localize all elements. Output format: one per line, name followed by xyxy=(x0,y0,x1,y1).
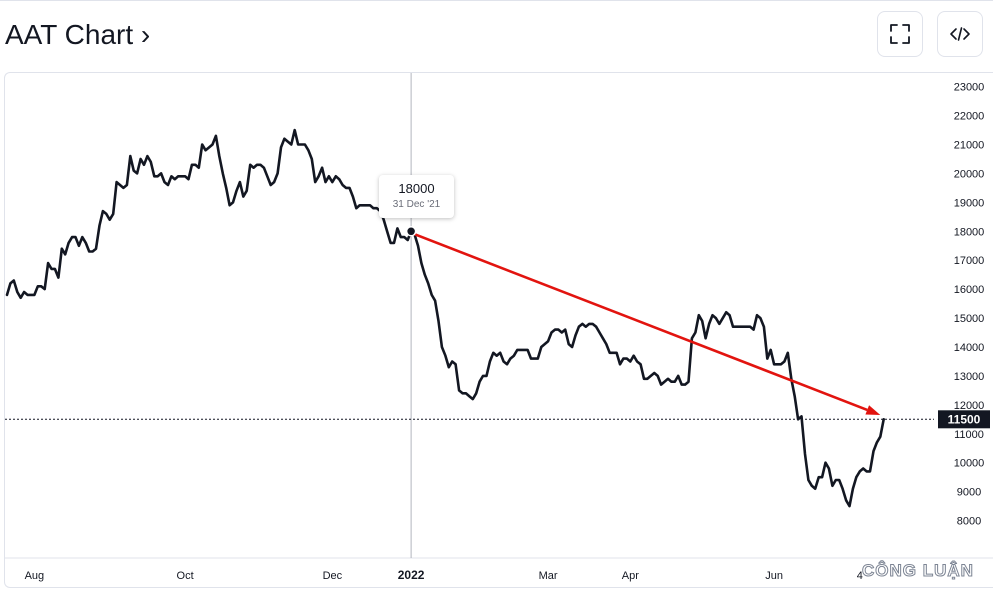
trend-arrow-line xyxy=(414,232,868,412)
y-tick-label: 23000 xyxy=(954,82,985,94)
x-tick-label: Jun xyxy=(765,570,783,582)
chart-title[interactable]: AAT Chart › xyxy=(5,19,151,50)
chart-canvas[interactable]: 8000 9000 10000 11000 12000 13000 14000 15000 16… xyxy=(5,73,993,588)
y-tick-label: 10000 xyxy=(954,458,985,470)
x-tick-label: Dec xyxy=(323,570,343,582)
last-value-label: 11500 xyxy=(948,412,981,426)
y-tick-label: 13000 xyxy=(954,371,985,383)
y-tick-label: 8000 xyxy=(957,516,981,528)
y-tick-label: 20000 xyxy=(954,168,985,180)
watermark: CÔNG LUẬN xyxy=(862,561,974,581)
y-tick-label: 14000 xyxy=(954,342,985,354)
last-value-badge xyxy=(938,410,990,429)
x-tick-label: 4 xyxy=(857,570,863,582)
tooltip-value: 18000 xyxy=(398,181,435,196)
y-tick-label: 18000 xyxy=(954,226,985,238)
y-tick-label: 15000 xyxy=(954,313,985,325)
y-tick-label: 12000 xyxy=(954,400,985,412)
y-tick-label: 17000 xyxy=(954,255,985,267)
chart-area[interactable]: 8000 9000 10000 11000 12000 13000 14000 15000 16… xyxy=(4,72,993,588)
price-line xyxy=(5,128,885,508)
crosshair-marker xyxy=(405,226,417,237)
y-tick-label: 21000 xyxy=(954,140,985,152)
trend-arrow-head xyxy=(865,405,881,415)
x-tick-label: Apr xyxy=(622,570,639,582)
tooltip-date: 31 Dec '21 xyxy=(392,199,441,210)
fullscreen-button[interactable] xyxy=(877,11,923,57)
code-icon xyxy=(950,27,970,41)
top-border xyxy=(0,0,993,1)
fullscreen-icon xyxy=(890,24,910,44)
x-tick-label: Mar xyxy=(539,570,558,582)
x-tick-label: Aug xyxy=(25,570,45,582)
x-tick-label: 2022 xyxy=(398,568,425,582)
embed-code-button[interactable] xyxy=(937,11,983,57)
y-tick-label: 16000 xyxy=(954,284,985,296)
crosshair-tooltip: 18000 31 Dec '21 xyxy=(379,175,454,218)
y-tick-label: 9000 xyxy=(957,487,981,499)
y-tick-label: 22000 xyxy=(954,111,985,123)
y-tick-label: 11000 xyxy=(954,429,984,441)
y-tick-label: 19000 xyxy=(954,197,985,209)
x-tick-label: Oct xyxy=(177,570,194,582)
